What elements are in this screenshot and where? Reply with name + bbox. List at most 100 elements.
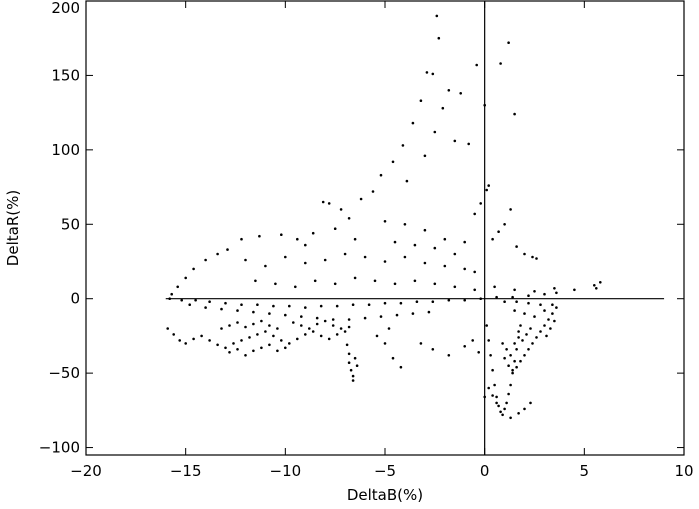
data-point [208,339,211,342]
data-point [411,312,415,315]
data-point [339,327,343,330]
reference-lines [165,1,665,455]
data-point [323,319,327,323]
data-point [419,99,423,102]
data-point [323,258,327,262]
data-point [228,351,231,354]
data-point [383,220,387,223]
data-point [433,130,437,134]
y-tick-label: 0 [70,290,80,308]
data-point [184,342,187,345]
data-point [551,312,554,315]
data-point [529,327,532,330]
data-point [216,343,219,347]
data-point [503,356,506,360]
data-point [343,330,347,333]
data-point [473,212,477,216]
data-point [555,291,558,295]
data-point [252,349,255,353]
data-point [513,288,516,292]
data-point [399,365,403,369]
y-tick-label: −50 [48,364,80,382]
data-point [521,339,524,342]
data-point [543,324,546,327]
data-point [523,252,526,256]
data-point [260,319,263,323]
data-point [425,71,429,74]
data-point [192,337,195,341]
data-point [208,300,211,304]
data-point [170,292,173,296]
data-point [489,354,492,357]
y-axis-label: DeltaR(%) [4,190,22,266]
data-point [523,407,526,411]
data-point [515,365,518,369]
data-point [184,276,187,280]
data-point [495,295,498,299]
data-point [501,413,504,417]
data-point [288,304,291,308]
data-point [395,313,399,317]
data-point [553,319,556,323]
data-point [276,349,279,353]
data-point [507,392,510,396]
data-point [188,303,191,307]
data-point [543,309,546,312]
x-tick-label: −10 [270,462,302,480]
data-point [264,330,267,333]
data-point [431,72,435,76]
plot-area [85,0,685,456]
data-point [224,301,227,305]
data-point [347,318,351,321]
data-point [387,327,391,330]
data-point [413,279,417,283]
data-point [423,228,427,232]
data-point [308,327,311,330]
data-point [433,282,437,286]
data-point [527,301,530,305]
data-point [413,243,417,247]
data-point [311,231,315,235]
data-point [523,312,526,315]
x-axis-label: DeltaB(%) [347,486,423,504]
data-point [497,404,500,408]
data-point [549,327,552,330]
data-point [477,351,481,354]
data-point [272,334,275,338]
data-point [507,364,510,368]
x-tick-label: 5 [580,462,590,480]
data-point [515,348,518,351]
data-point [391,356,395,360]
data-point [513,112,516,116]
data-point [493,383,496,387]
data-point [483,103,487,107]
data-point [437,36,441,40]
data-point [252,322,255,326]
data-point [491,394,494,397]
data-point [509,416,512,420]
data-point [467,142,471,146]
data-point [441,106,445,110]
data-point [485,188,489,192]
data-point [503,223,506,226]
data-point [523,354,526,357]
data-point [383,342,387,345]
data-point [178,339,181,342]
data-point [493,285,496,289]
data-point [513,309,516,312]
data-point [347,325,351,329]
data-point [553,287,556,290]
data-point [260,346,263,350]
data-point [236,309,239,312]
data-point [200,334,203,338]
data-point [479,297,483,301]
data-point [333,227,337,230]
data-point [296,237,299,241]
x-tick-label: −20 [70,462,102,480]
data-point [216,252,219,256]
data-point [258,234,261,238]
x-tick-label: −5 [374,462,396,480]
data-point [236,348,239,351]
data-point [240,339,243,342]
